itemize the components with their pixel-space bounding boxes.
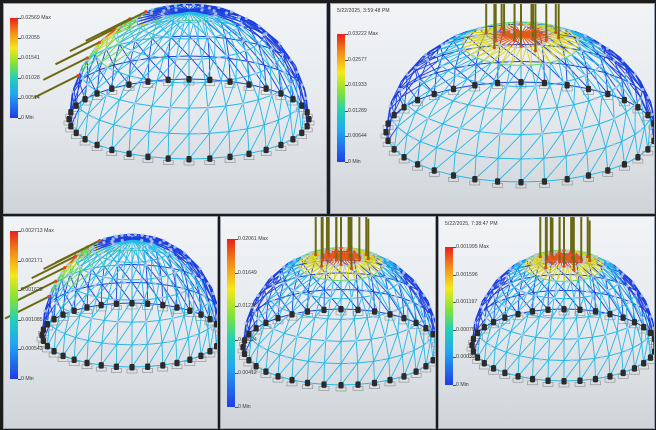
- load-arrows: [33, 10, 148, 99]
- load-arrows: [314, 217, 370, 271]
- load-arrows: [538, 217, 592, 272]
- stress-color-legend: 0.002713 Max 0.002171 0.001628 0.001085 0.00…: [10, 228, 70, 385]
- legend-value-label: 0.01028: [21, 75, 40, 81]
- stress-color-legend: 0.001995 Max 0.001596 0.001197 0.000798 0.00…: [445, 244, 505, 391]
- result-timestamp: 5/22/2025, 3:59:48 PM: [337, 8, 390, 14]
- legend-gradient-bar: [445, 247, 453, 385]
- dome-model-render[interactable]: [4, 217, 217, 428]
- legend-tick: [235, 272, 238, 274]
- legend-tick: [18, 98, 21, 99]
- legend-value-label: 0.01649: [238, 269, 257, 276]
- stress-color-legend: 0.03222 Max 0.02577 0.01933 0.01289 0.00644 0…: [337, 31, 397, 168]
- result-timestamp: 5/22/2025, 7:38:47 PM: [445, 221, 498, 227]
- legend-tick: [18, 38, 21, 39]
- legend-value-label: 0 Min: [21, 115, 34, 121]
- load-arrows: [484, 4, 561, 53]
- legend-gradient-bar: [337, 34, 345, 162]
- legend-tick: [18, 118, 21, 119]
- legend-tick: [235, 373, 238, 375]
- legend-value-label: 0.000798: [456, 326, 478, 333]
- legend-value-label: 0.001596: [456, 271, 478, 278]
- legend-tick: [18, 18, 21, 19]
- base-support-ring: [63, 80, 315, 166]
- results-viewport-5[interactable]: 5/22/2025, 7:38:47 PM 0.001995 Max 0.00159…: [438, 216, 655, 429]
- legend-value-label: 0.02055: [21, 35, 40, 41]
- legend-value-label: 0.00514: [21, 95, 40, 101]
- legend-tick: [235, 306, 238, 308]
- legend-tick: [18, 349, 21, 351]
- geodesic-frame: [385, 21, 654, 183]
- legend-tick: [453, 329, 456, 331]
- joint-nodes: [39, 232, 217, 371]
- dome-model-render[interactable]: [221, 217, 435, 428]
- legend-value-label: 0.00412: [238, 370, 257, 377]
- legend-tick: [235, 407, 238, 408]
- legend-tick: [18, 319, 21, 321]
- legend-value-label: 0 Min: [348, 159, 361, 165]
- legend-tick: [453, 357, 456, 359]
- legend-value-label: 0.01289: [348, 107, 367, 114]
- joint-nodes: [66, 4, 312, 163]
- results-viewport-3[interactable]: 0.002713 Max 0.002171 0.001628 0.001085 0.00…: [3, 216, 218, 429]
- legend-value-label: 0.02061 Max: [238, 236, 268, 242]
- legend-value-label: 0.001628: [21, 287, 43, 294]
- legend-value-label: 0.001995 Max: [456, 244, 489, 250]
- legend-value-label: 0 Min: [456, 382, 469, 388]
- results-viewport-4[interactable]: 0.02061 Max 0.01649 0.01236 0.00824 0.00412 0…: [220, 216, 436, 429]
- legend-tick: [345, 110, 348, 112]
- joint-nodes: [383, 20, 654, 186]
- legend-tick: [345, 59, 348, 61]
- legend-value-label: 0.00824: [238, 336, 257, 343]
- legend-value-label: 0.02577: [348, 56, 367, 63]
- legend-value-label: 0.03222 Max: [348, 31, 378, 37]
- legend-tick: [345, 136, 348, 138]
- stress-color-legend: 0.02061 Max 0.01649 0.01236 0.00824 0.00412 0…: [227, 236, 287, 413]
- legend-value-label: 0.001197: [456, 299, 478, 306]
- geodesic-frame: [68, 4, 310, 160]
- legend-value-label: 0.00644: [348, 133, 367, 140]
- legend-tick: [18, 290, 21, 292]
- legend-tick: [345, 85, 348, 87]
- legend-tick: [453, 247, 456, 248]
- legend-tick: [235, 339, 238, 341]
- dome-model-render[interactable]: [4, 4, 326, 213]
- legend-tick: [345, 34, 348, 35]
- legend-tick: [18, 379, 21, 380]
- results-viewport-1[interactable]: 0.02569 Max 0.02055 0.01541 0.01028 0.00514 0…: [3, 3, 327, 214]
- legend-tick: [453, 385, 456, 386]
- legend-tick: [453, 274, 456, 276]
- legend-value-label: 0.01541: [21, 55, 40, 61]
- legend-tick: [235, 239, 238, 240]
- results-viewport-2[interactable]: 5/22/2025, 3:59:48 PM 0.03222 Max 0.02577 0…: [330, 3, 655, 214]
- legend-tick: [18, 78, 21, 79]
- legend-tick: [18, 58, 21, 59]
- legend-gradient-bar: [10, 18, 18, 118]
- legend-gradient-bar: [10, 231, 18, 379]
- legend-value-label: 0 Min: [21, 376, 34, 382]
- legend-gradient-bar: [227, 239, 235, 407]
- geodesic-frame: [471, 249, 654, 382]
- legend-tick: [453, 302, 456, 304]
- legend-value-label: 0.000399: [456, 354, 478, 361]
- legend-value-label: 0 Min: [238, 404, 251, 410]
- legend-value-label: 0.01933: [348, 82, 367, 89]
- legend-value-label: 0.000543: [21, 346, 43, 353]
- legend-value-label: 0.002713 Max: [21, 228, 54, 234]
- legend-value-label: 0.01236: [238, 303, 257, 310]
- dome-model-render[interactable]: [439, 217, 654, 428]
- joint-nodes: [469, 248, 654, 385]
- legend-tick: [18, 231, 21, 232]
- legend-value-label: 0.02569 Max: [21, 15, 51, 21]
- stress-color-legend: 0.02569 Max 0.02055 0.01541 0.01028 0.00514 0…: [10, 15, 70, 124]
- legend-value-label: 0.001085: [21, 316, 43, 323]
- dome-model-render[interactable]: [331, 4, 654, 213]
- legend-value-label: 0.002171: [21, 257, 43, 264]
- legend-tick: [345, 162, 348, 163]
- legend-tick: [18, 260, 21, 262]
